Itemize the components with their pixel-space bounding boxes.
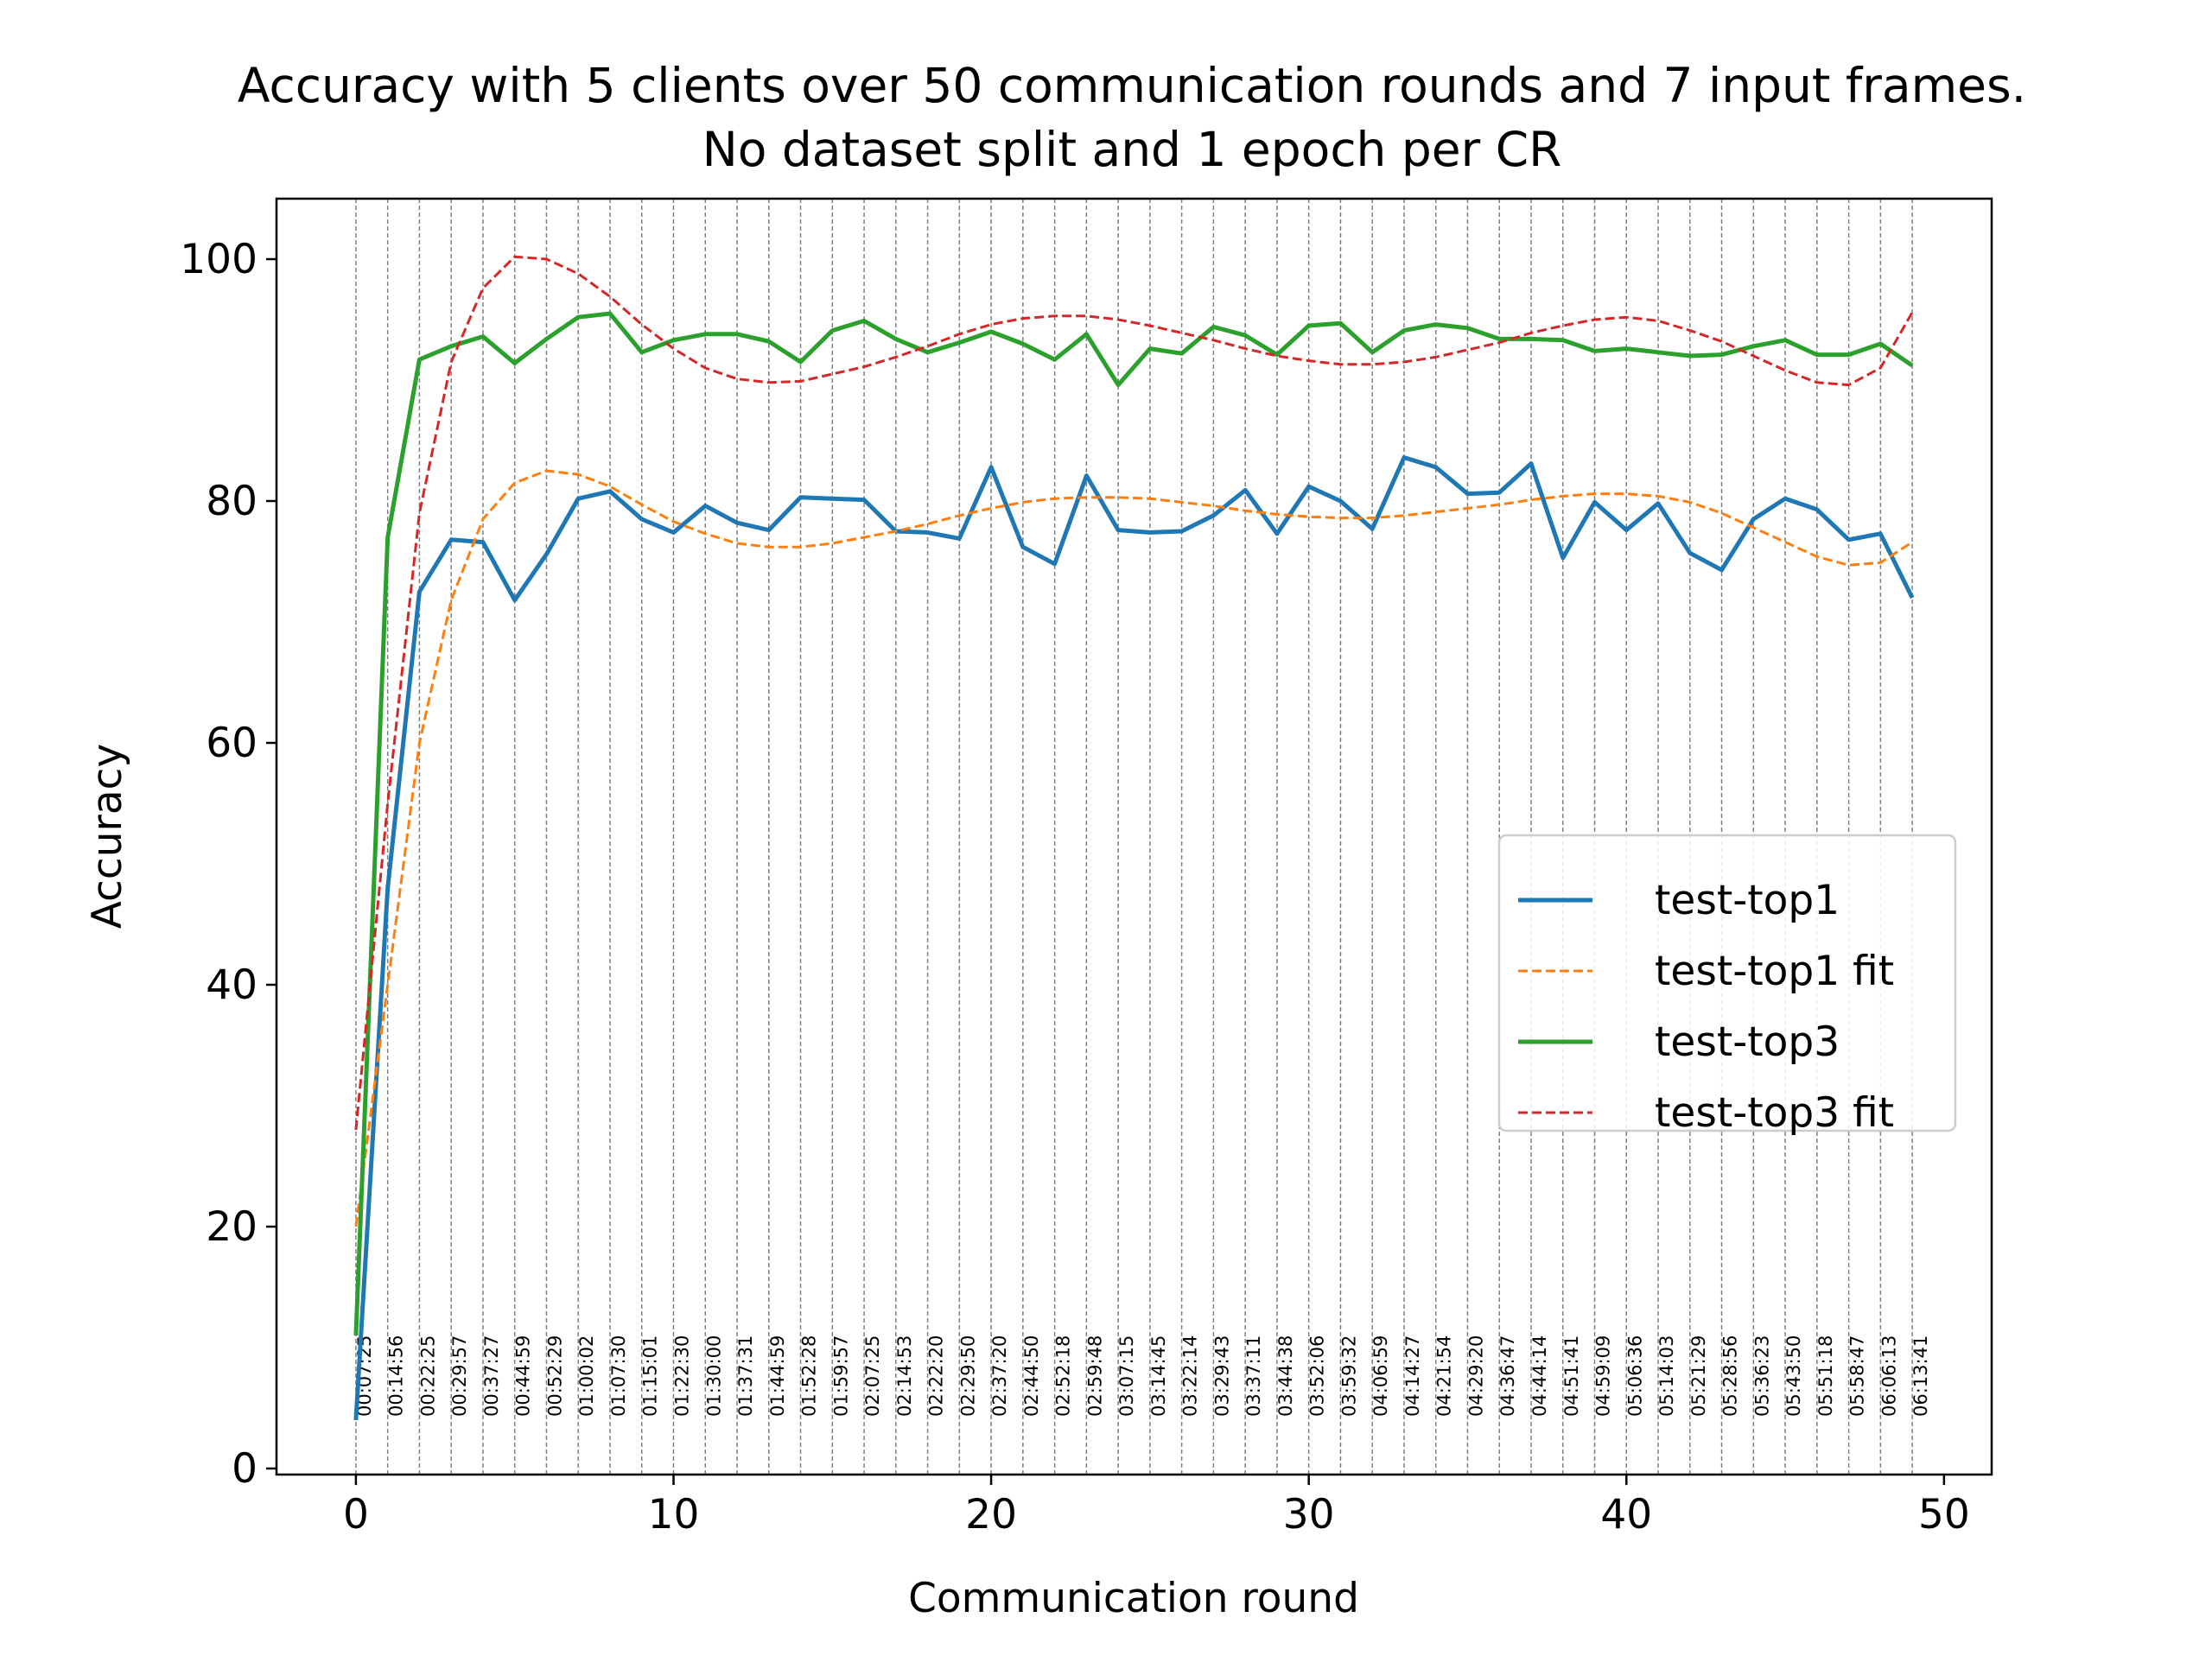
legend-label: test-top1: [1655, 877, 1840, 924]
y-tick-label: 60: [206, 720, 257, 767]
round-time-label: 01:22:30: [671, 1335, 692, 1417]
chart-title: Accuracy with 5 clients over 50 communic…: [238, 58, 2026, 113]
round-time-label: 04:44:14: [1529, 1335, 1550, 1417]
x-axis-label: Communication round: [908, 1575, 1359, 1622]
x-tick-label: 40: [1600, 1491, 1652, 1538]
y-axis-label: Accuracy: [84, 744, 131, 929]
round-time-label: 04:51:41: [1561, 1335, 1582, 1417]
round-time-label: 02:07:25: [862, 1335, 883, 1417]
round-time-labels: 00:07:25 00:14:56 00:22:25 00:29:57 00:37:27…: [354, 1335, 1931, 1417]
series-line-test-top3-fit: [354, 255, 1914, 1131]
round-time-label: 01:44:59: [767, 1335, 788, 1417]
round-time-label: 00:37:27: [481, 1335, 502, 1417]
round-time-label: 05:58:47: [1847, 1335, 1868, 1417]
y-tick-label: 40: [206, 961, 257, 1009]
x-tick-label: 10: [648, 1491, 700, 1538]
round-time-label: 01:59:57: [830, 1335, 851, 1417]
round-time-label: 00:52:29: [544, 1335, 565, 1417]
round-time-label: 01:15:01: [640, 1335, 661, 1417]
round-time-label: 05:51:18: [1815, 1335, 1836, 1417]
y-tick-label: 80: [206, 478, 257, 525]
round-time-label: 06:13:41: [1910, 1335, 1931, 1417]
round-time-label: 01:00:02: [576, 1335, 597, 1417]
series-line-test-top1: [353, 455, 1915, 1421]
round-time-label: 03:59:32: [1338, 1335, 1359, 1417]
round-time-label: 04:06:59: [1370, 1335, 1391, 1417]
round-time-label: 04:36:47: [1497, 1335, 1518, 1417]
round-time-label: 02:37:20: [989, 1335, 1010, 1417]
round-time-label: 00:29:57: [449, 1335, 470, 1417]
round-time-label: 01:07:30: [608, 1335, 629, 1417]
y-tick-label: 100: [180, 236, 257, 283]
round-time-label: 00:22:25: [417, 1335, 438, 1417]
y-tick-label: 20: [206, 1203, 257, 1251]
legend-label: test-top3 fit: [1655, 1089, 1894, 1137]
round-time-label: 01:52:28: [799, 1335, 820, 1417]
round-time-label: 05:14:03: [1656, 1335, 1677, 1417]
round-time-label: 05:21:29: [1688, 1335, 1709, 1417]
round-time-label: 05:06:36: [1624, 1335, 1645, 1417]
x-tick-label: 0: [343, 1491, 369, 1538]
round-time-label: 03:44:38: [1275, 1335, 1296, 1417]
round-time-label: 03:07:15: [1116, 1335, 1137, 1417]
round-time-label: 03:29:43: [1211, 1335, 1232, 1417]
round-time-label: 03:14:45: [1148, 1335, 1169, 1417]
round-time-label: 04:21:54: [1434, 1335, 1455, 1417]
series-line-test-top3: [353, 311, 1914, 1336]
round-time-label: 05:28:56: [1720, 1335, 1741, 1417]
round-time-label: 04:29:20: [1465, 1335, 1486, 1417]
series-line-test-top1-fit: [354, 469, 1913, 1227]
round-time-label: 02:44:50: [1021, 1335, 1042, 1417]
round-time-label: 01:37:31: [735, 1335, 756, 1417]
x-axis-ticks: 0 10 20 30 40 50: [343, 1475, 1970, 1538]
round-time-label: 03:52:06: [1307, 1335, 1328, 1417]
round-time-label: 02:22:20: [926, 1335, 947, 1417]
legend-label: test-top1 fit: [1655, 948, 1894, 995]
round-time-label: 05:43:50: [1783, 1335, 1804, 1417]
x-tick-label: 20: [965, 1491, 1017, 1538]
round-time-label: 04:14:27: [1402, 1335, 1423, 1417]
round-time-label: 03:37:11: [1243, 1335, 1264, 1417]
chart-subtitle: No dataset split and 1 epoch per CR: [702, 122, 1562, 177]
y-tick-label: 0: [232, 1445, 257, 1493]
x-tick-label: 30: [1283, 1491, 1335, 1538]
legend: test-top1 test-top1 fit test-top3 test-top3…: [1497, 834, 1957, 1137]
y-axis-ticks: 0 20 40 60 80 100: [180, 236, 276, 1493]
round-time-label: 06:06:13: [1878, 1335, 1899, 1417]
legend-label: test-top3: [1655, 1018, 1840, 1066]
round-time-label: 02:52:18: [1053, 1335, 1074, 1417]
round-time-label: 00:44:59: [513, 1335, 534, 1417]
legend-box: [1497, 834, 1957, 1132]
round-time-label: 02:29:50: [957, 1335, 978, 1417]
round-time-label: 00:14:56: [386, 1335, 407, 1417]
x-tick-label: 50: [1918, 1491, 1970, 1538]
round-time-label: 05:36:23: [1751, 1335, 1772, 1417]
round-time-label: 02:59:48: [1084, 1335, 1105, 1417]
series-lines: [353, 255, 1915, 1421]
round-time-label: 03:22:14: [1180, 1335, 1201, 1417]
plot-frame: [275, 197, 1993, 1476]
round-time-label: 01:30:00: [703, 1335, 724, 1417]
round-time-label: 04:59:09: [1593, 1335, 1614, 1417]
round-time-label: 02:14:53: [894, 1335, 915, 1417]
